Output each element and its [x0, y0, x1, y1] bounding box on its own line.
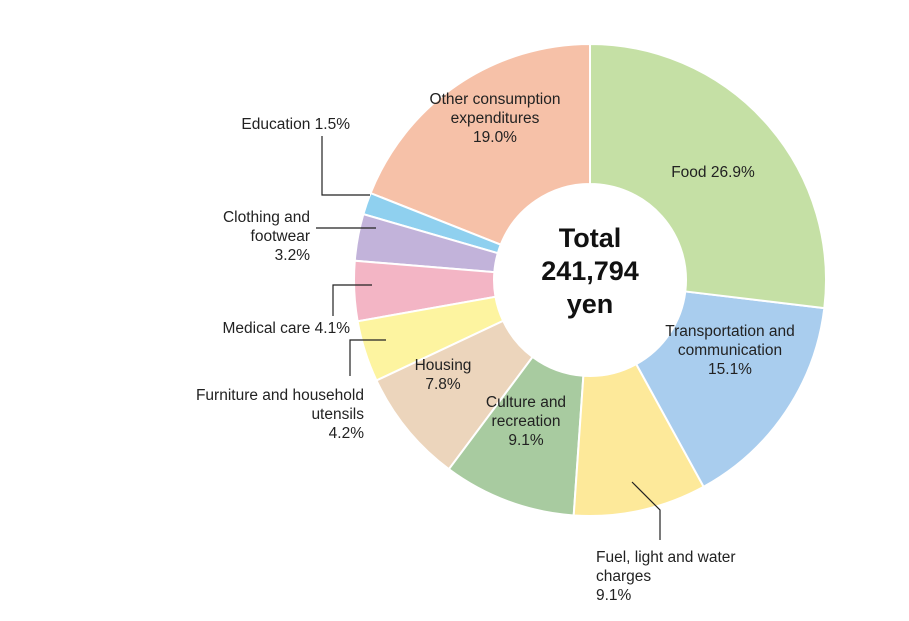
value-label: 1.5% — [314, 116, 350, 133]
value-label: 9.1% — [596, 587, 632, 604]
category-label: Housing — [414, 357, 472, 374]
slice-label: Culture and recreation 9.1% — [476, 393, 576, 450]
category-label: Transportation and communication — [665, 323, 795, 359]
slice-label: Transportation and communication 15.1% — [655, 322, 805, 379]
leader-line — [332, 284, 372, 316]
category-label: Medical care — [222, 320, 311, 337]
center-label: Total 241,794 yen — [500, 222, 680, 321]
value-label: 7.8% — [425, 376, 461, 393]
donut-hole — [494, 184, 686, 376]
category-label: Culture and recreation — [485, 394, 567, 430]
leader-line — [631, 481, 661, 540]
leader-line — [349, 339, 386, 376]
slice-label: Furniture and household utensils 4.2% — [182, 386, 364, 443]
slice — [447, 355, 585, 517]
center-value: 241,794 — [541, 256, 639, 286]
slice-label: Fuel, light and water charges 9.1% — [596, 548, 736, 605]
category-label: Clothing and footwear — [222, 209, 310, 245]
category-label: Fuel, light and water charges — [596, 549, 736, 585]
value-label: 4.2% — [328, 425, 364, 442]
category-label: Other consumption expenditures — [429, 91, 561, 127]
center-title: Total — [558, 223, 622, 253]
slice-label: Medical care 4.1% — [150, 319, 350, 338]
category-label: Food — [671, 164, 707, 181]
category-label: Education — [241, 116, 311, 133]
value-label: 4.1% — [314, 320, 350, 337]
slice-label: Housing 7.8% — [403, 356, 483, 394]
value-label: 15.1% — [708, 361, 752, 378]
value-label: 26.9% — [710, 164, 755, 181]
slice-label: Education 1.5% — [150, 115, 350, 134]
slice-label: Food 26.9% — [648, 163, 778, 182]
slice-label: Other consumption expenditures 19.0% — [420, 90, 570, 147]
category-label: Furniture and household utensils — [195, 387, 364, 423]
slice-label: Clothing and footwear 3.2% — [170, 208, 310, 265]
value-label: 19.0% — [473, 129, 517, 146]
leader-lines — [316, 136, 661, 540]
leader-line — [321, 136, 370, 196]
center-unit: yen — [566, 289, 614, 319]
value-label: 9.1% — [508, 432, 544, 449]
value-label: 3.2% — [274, 247, 310, 264]
